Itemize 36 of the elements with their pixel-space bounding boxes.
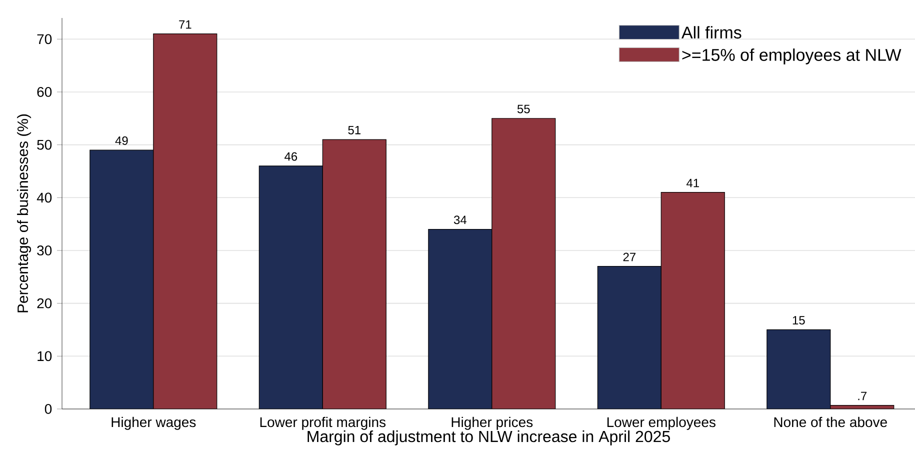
x-tick-label: Higher wages: [112, 416, 196, 430]
bar: [766, 329, 831, 409]
y-tick-label: 60: [37, 87, 52, 97]
bar: [90, 150, 154, 409]
x-tick-label: Lower employees: [607, 416, 716, 430]
x-tick-label: Lower profit margins: [260, 416, 386, 430]
data-label: .7: [858, 392, 867, 400]
y-axis-title: Percentage of businesses (%): [17, 114, 32, 312]
data-label: 27: [623, 252, 636, 262]
legend-label: >=15% of employees at NLW: [682, 48, 902, 64]
y-tick-label: 20: [37, 298, 52, 308]
bar: [259, 166, 323, 409]
bar: [492, 118, 556, 409]
y-tick-label: 40: [36, 192, 52, 203]
data-label: 46: [284, 152, 298, 161]
bar: [661, 192, 725, 409]
bar: [428, 229, 492, 409]
data-label: 34: [454, 216, 466, 224]
y-tick-label: 10: [38, 351, 52, 362]
data-label: 41: [686, 178, 699, 188]
y-tick-label: 50: [37, 140, 52, 150]
y-tick-label: 30: [37, 246, 52, 256]
data-label: 71: [179, 20, 192, 29]
legend-label: All firms: [681, 26, 742, 39]
data-label: 15: [792, 316, 805, 325]
bar: [153, 34, 217, 409]
y-tick-label: 0: [44, 404, 52, 414]
x-tick-label: Higher prices: [452, 416, 533, 430]
x-tick-label: None of the above: [774, 416, 887, 428]
x-axis-title: Margin of adjustment to NLW increase in April 2025: [308, 430, 670, 446]
bar: [322, 140, 386, 409]
data-label: 51: [348, 126, 360, 134]
y-tick-label: 70: [37, 34, 52, 44]
data-label: 49: [115, 136, 128, 145]
data-label: 55: [517, 104, 530, 114]
bar: [598, 266, 662, 409]
